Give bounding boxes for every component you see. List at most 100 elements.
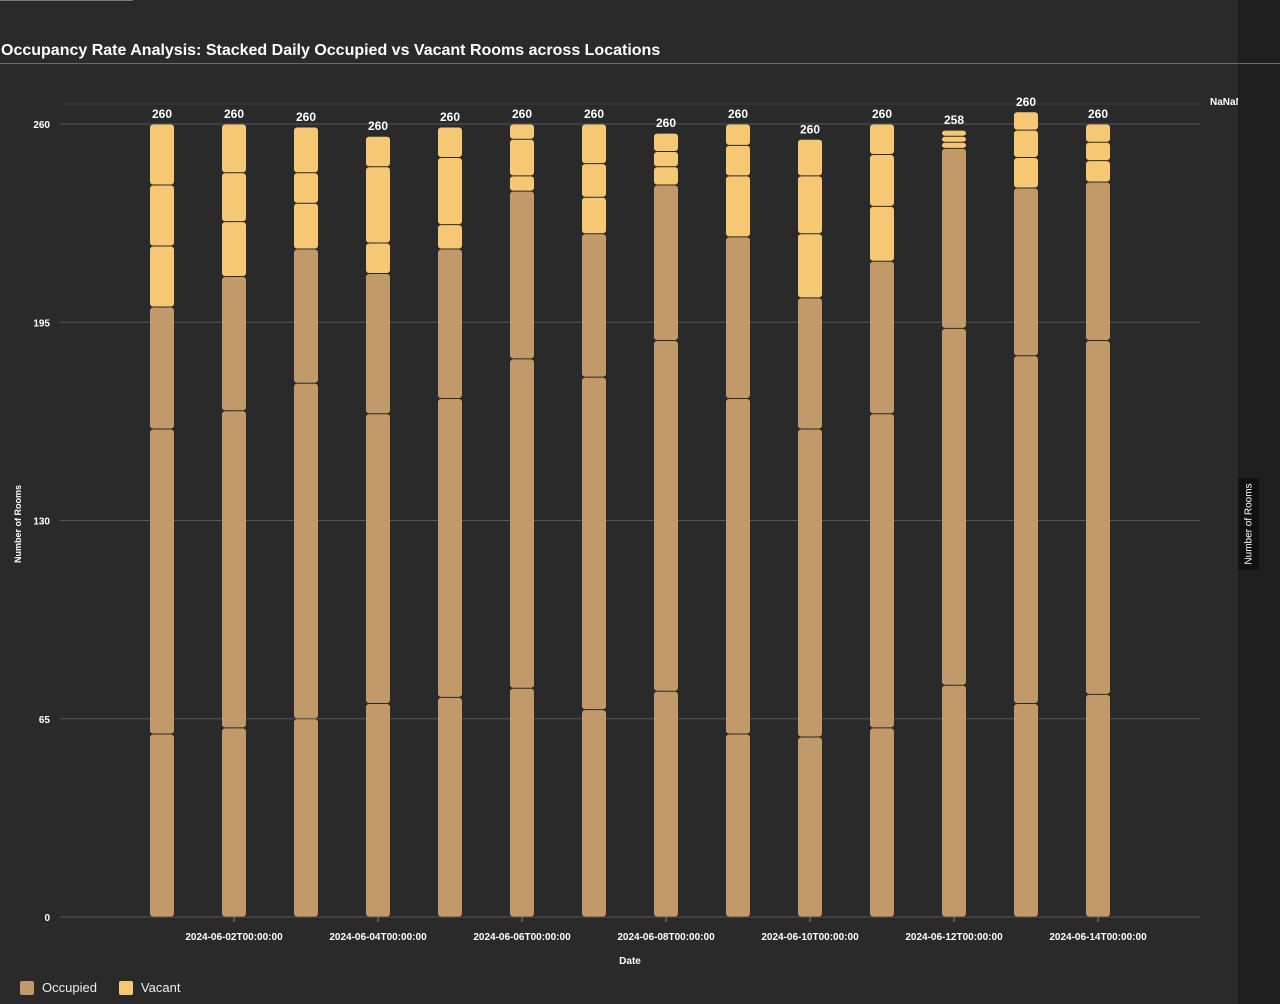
title-divider (0, 63, 1280, 64)
bar-segment-vacant-4 (726, 176, 750, 237)
bar-segment-vacant-4 (582, 197, 606, 234)
bar-stack-2024-06-01 (150, 124, 174, 917)
bar-segment-vacant-5 (654, 151, 678, 167)
bar-segment-vacant-4 (438, 225, 462, 249)
bar-segment-occupied-1 (870, 728, 894, 917)
bar-total-label: 260 (800, 122, 820, 136)
bar-segment-vacant-6 (1086, 124, 1110, 142)
bar-segment-vacant-5 (870, 155, 894, 206)
bar-stack-2024-06-05 (438, 127, 462, 917)
bar-segment-vacant-5 (294, 173, 318, 203)
x-tick-label: 2024-06-02T00:00:00 (185, 932, 283, 943)
bar-total-label: 260 (296, 110, 316, 124)
legend-label-vacant: Vacant (140, 980, 181, 995)
bar-total-label: 260 (584, 107, 604, 121)
bar-segment-vacant-4 (366, 243, 390, 273)
bar-segment-vacant-4 (942, 142, 966, 148)
x-tick-label: 2024-06-14T00:00:00 (1049, 932, 1147, 943)
bar-segment-occupied-1 (1014, 704, 1038, 917)
bar-stacks (150, 112, 1110, 917)
bar-total-label: 260 (728, 107, 748, 121)
bar-stack-2024-06-06 (510, 124, 534, 917)
bar-segment-occupied-1 (726, 734, 750, 917)
bar-segment-vacant-4 (510, 176, 534, 191)
stacked-bar-chart: 0 65 130 195 260 260 260 260 260 260 260 260 260 260 2… (13, 95, 1200, 967)
bar-segment-occupied-1 (366, 704, 390, 917)
bar-segment-occupied-2 (1014, 356, 1038, 703)
bar-segment-occupied-2 (870, 414, 894, 728)
bar-total-label: 260 (656, 116, 676, 130)
bar-segment-vacant-6 (366, 136, 390, 167)
bar-segment-occupied-3 (222, 277, 246, 411)
legend-item-vacant[interactable]: Vacant (118, 980, 181, 995)
y-tick-label: 260 (33, 120, 50, 131)
y-tick-label: 130 (33, 517, 50, 528)
bar-segment-occupied-2 (150, 429, 174, 734)
bar-segment-occupied-3 (366, 273, 390, 414)
bar-segment-occupied-2 (654, 341, 678, 691)
bar-total-label: 260 (152, 107, 172, 121)
bar-segment-occupied-3 (438, 249, 462, 398)
y-tick-label: 65 (39, 715, 51, 726)
bar-segment-vacant-5 (366, 167, 390, 243)
bar-total-label: 260 (224, 107, 244, 121)
bar-segment-vacant-6 (438, 127, 462, 158)
bar-total-label: 260 (872, 107, 892, 121)
bar-segment-vacant-6 (654, 133, 678, 151)
bar-segment-occupied-1 (510, 688, 534, 917)
y-tick-label: 0 (44, 913, 50, 924)
bar-segment-vacant-5 (1014, 130, 1038, 158)
y-tick-label: 195 (33, 318, 50, 329)
bar-segment-vacant-5 (798, 176, 822, 234)
bar-stack-2024-06-08 (654, 133, 678, 917)
bar-segment-occupied-1 (654, 691, 678, 917)
bar-segment-occupied-2 (366, 414, 390, 703)
bar-segment-occupied-2 (798, 429, 822, 737)
bar-segment-vacant-6 (942, 130, 966, 136)
bar-segment-occupied-1 (582, 710, 606, 917)
bar-segment-vacant-4 (870, 206, 894, 261)
bar-segment-vacant-5 (510, 139, 534, 176)
bar-stack-2024-06-13 (1014, 112, 1038, 917)
bar-stack-2024-06-12 (942, 130, 966, 917)
bar-segment-vacant-5 (222, 173, 246, 222)
bar-stack-2024-06-09 (726, 124, 750, 917)
bar-stack-2024-06-02 (222, 124, 246, 917)
x-tick-label: 2024-06-04T00:00:00 (329, 932, 427, 943)
bar-segment-vacant-5 (582, 164, 606, 197)
bar-segment-occupied-2 (1086, 341, 1110, 694)
bar-total-label: 260 (512, 107, 532, 121)
bar-segment-occupied-1 (438, 697, 462, 917)
bar-segment-occupied-3 (798, 298, 822, 429)
bar-segment-occupied-1 (222, 728, 246, 917)
bar-segment-occupied-1 (150, 734, 174, 917)
bar-segment-vacant-6 (1014, 112, 1038, 130)
bar-segment-vacant-5 (150, 185, 174, 246)
legend-item-occupied[interactable]: Occupied (20, 980, 97, 995)
bar-segment-vacant-5 (942, 136, 966, 142)
bar-segment-occupied-2 (942, 328, 966, 685)
bar-segment-vacant-6 (294, 127, 318, 173)
x-tick-label: 2024-06-08T00:00:00 (617, 932, 715, 943)
bar-segment-occupied-1 (1086, 694, 1110, 917)
bar-stack-2024-06-14 (1086, 124, 1110, 917)
x-tick-label: 2024-06-12T00:00:00 (905, 932, 1003, 943)
bar-total-label: 260 (1088, 107, 1108, 121)
bar-segment-occupied-3 (294, 249, 318, 383)
right-axis-label-box (1238, 478, 1259, 570)
bar-segment-occupied-2 (438, 399, 462, 697)
bar-segment-occupied-3 (150, 307, 174, 429)
right-axis-label: Number of Rooms (1243, 483, 1254, 565)
bar-segment-vacant-6 (510, 124, 534, 139)
bar-segment-occupied-3 (726, 237, 750, 398)
bar-total-label: 260 (368, 119, 388, 133)
bar-stack-2024-06-10 (798, 139, 822, 917)
legend-swatch-vacant (118, 980, 133, 995)
bar-segment-occupied-2 (582, 377, 606, 710)
bar-segment-occupied-1 (942, 685, 966, 917)
chart-title: Occupancy Rate Analysis: Stacked Daily O… (1, 42, 661, 59)
bar-segment-vacant-6 (726, 124, 750, 145)
bar-total-label: 258 (944, 113, 964, 127)
bar-segment-vacant-4 (798, 234, 822, 298)
